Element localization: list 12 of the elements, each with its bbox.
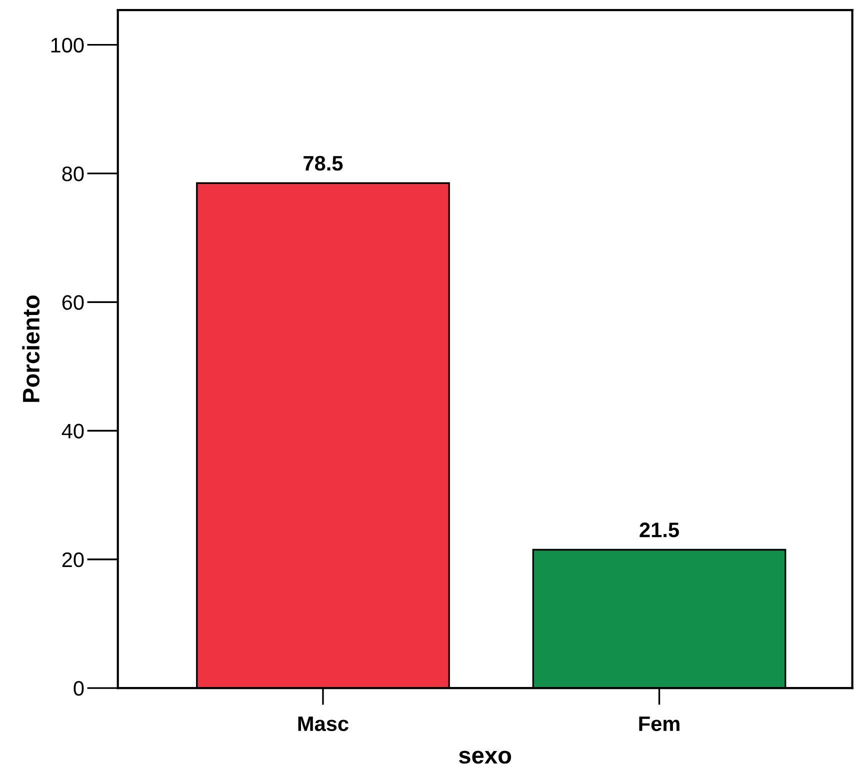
- y-tick-label: 80: [62, 166, 84, 182]
- y-tick-label: 40: [62, 424, 84, 439]
- y-tick-label: 0: [74, 681, 84, 696]
- y-tick-label: 60: [62, 295, 84, 310]
- x-axis-title: sexo: [458, 750, 512, 764]
- data-label: 21.5: [640, 522, 679, 538]
- y-tick-label: 20: [62, 552, 84, 568]
- y-tick-label: 100: [51, 38, 84, 53]
- y-axis-title: Porciento: [22, 296, 40, 402]
- x-tick-label: Fem: [639, 716, 680, 732]
- data-label: 78.5: [304, 156, 343, 171]
- x-tick-label: Masc: [298, 716, 348, 732]
